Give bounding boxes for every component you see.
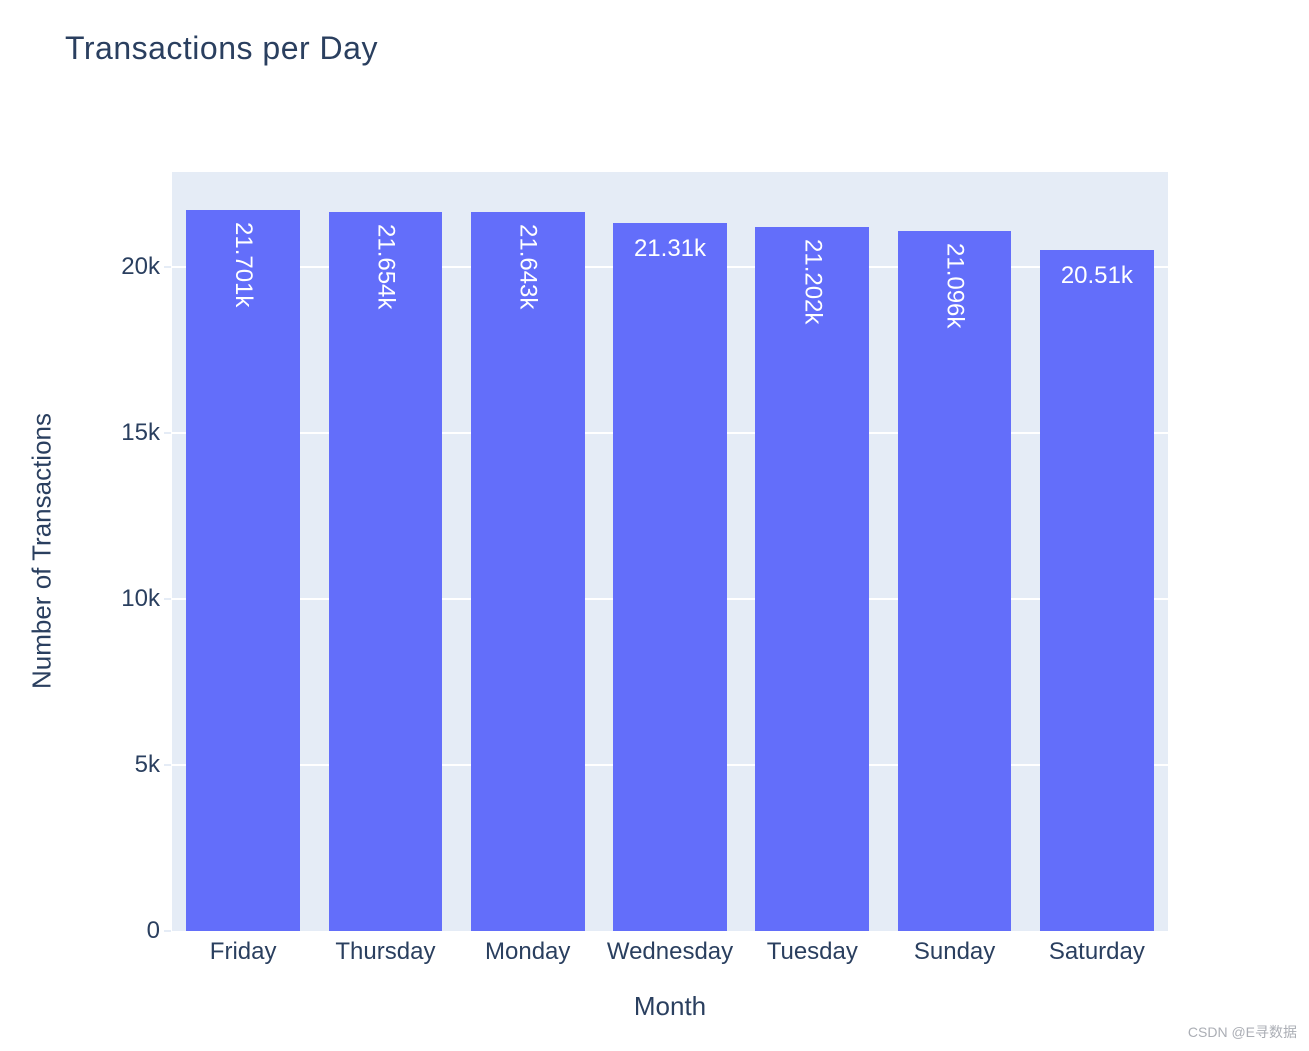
- bar-value-label: 21.096k: [941, 242, 969, 328]
- y-tick-mark: [164, 597, 171, 600]
- x-axis-title: Month: [633, 991, 707, 1021]
- x-tick-label: Tuesday: [766, 938, 858, 965]
- bar-sunday[interactable]: 21.096k: [897, 230, 1012, 931]
- watermark: CSDN @E寻数据: [1187, 1024, 1297, 1040]
- bar-friday[interactable]: 21.701k: [186, 210, 301, 931]
- y-tick-label: 15k: [121, 418, 160, 446]
- y-tick-label: 0: [146, 917, 160, 944]
- y-tick-label: 20k: [121, 252, 160, 280]
- plot-area: 21.701k 21.654k 21.643k 21.31k 21.202k 21.096…: [172, 172, 1168, 931]
- chart-title: Transactions per Day: [65, 30, 378, 66]
- bar-value-label: 21.31k: [633, 235, 707, 263]
- bar-value-label: 21.654k: [372, 224, 400, 310]
- x-tick-label: Saturday: [1048, 938, 1145, 965]
- y-tick-mark: [164, 431, 171, 434]
- y-tick-mark: [164, 763, 171, 766]
- y-tick-label: 10k: [121, 584, 160, 612]
- bar-monday[interactable]: 21.643k: [470, 212, 585, 931]
- y-tick-mark: [164, 930, 171, 932]
- y-axis-title: Number of Transactions: [26, 412, 57, 690]
- x-tick-label: Friday: [209, 938, 277, 965]
- y-tick-mark: [164, 265, 171, 268]
- bar-wednesday[interactable]: 21.31k: [613, 223, 727, 931]
- x-tick-label: Sunday: [913, 938, 996, 965]
- bar-value-label: 21.643k: [514, 224, 542, 310]
- bar-value-label: 21.202k: [799, 239, 827, 325]
- x-tick-label: Thursday: [335, 938, 436, 965]
- bar-value-label: 21.701k: [230, 222, 258, 308]
- bar-saturday[interactable]: 20.51k: [1039, 250, 1154, 931]
- bar-value-label: 20.51k: [1060, 262, 1133, 290]
- x-tick-label: Monday: [485, 938, 571, 965]
- y-tick-label: 5k: [134, 750, 160, 778]
- bar-thursday[interactable]: 21.654k: [328, 212, 443, 931]
- x-tick-label: Wednesday: [606, 938, 734, 965]
- bar-tuesday[interactable]: 21.202k: [755, 227, 870, 931]
